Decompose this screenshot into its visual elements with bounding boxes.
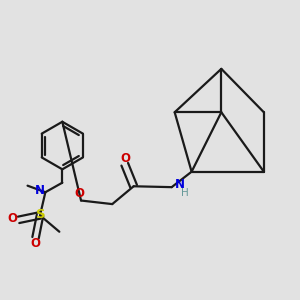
Text: H: H bbox=[182, 188, 189, 198]
Text: N: N bbox=[175, 178, 185, 191]
Text: S: S bbox=[36, 208, 46, 221]
Text: O: O bbox=[120, 152, 130, 165]
Text: N: N bbox=[35, 184, 45, 197]
Text: O: O bbox=[7, 212, 17, 225]
Text: O: O bbox=[75, 188, 85, 200]
Text: O: O bbox=[30, 237, 40, 250]
